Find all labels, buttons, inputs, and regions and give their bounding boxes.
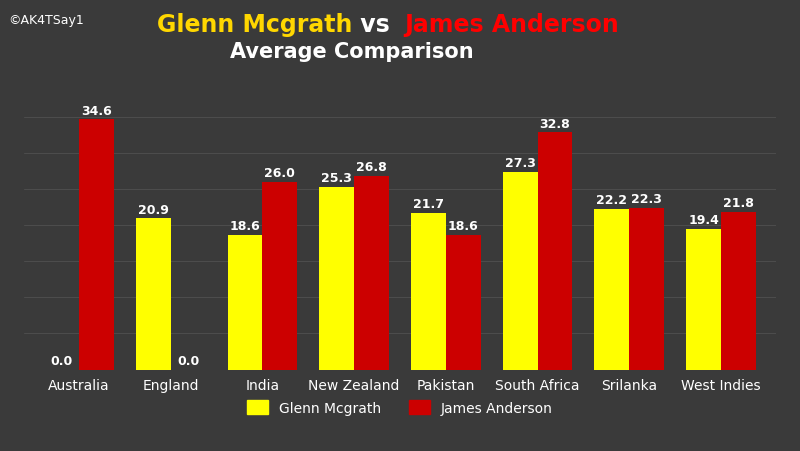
Text: 26.0: 26.0: [265, 166, 295, 179]
Text: 18.6: 18.6: [230, 220, 260, 233]
Text: Glenn Mcgrath: Glenn Mcgrath: [157, 13, 352, 37]
Bar: [630, 209, 664, 370]
Bar: [594, 210, 630, 370]
Text: 21.8: 21.8: [723, 197, 754, 210]
Text: 19.4: 19.4: [688, 214, 719, 227]
Text: Average Comparison: Average Comparison: [230, 42, 474, 62]
Bar: [411, 213, 446, 370]
Bar: [262, 182, 298, 370]
Text: 0.0: 0.0: [177, 354, 199, 367]
Bar: [502, 173, 538, 370]
Text: 27.3: 27.3: [505, 157, 535, 170]
Text: 32.8: 32.8: [540, 117, 570, 130]
Text: 18.6: 18.6: [448, 220, 478, 233]
Text: James Anderson: James Anderson: [404, 13, 618, 37]
Bar: [319, 187, 354, 370]
Bar: [721, 212, 756, 370]
Bar: [79, 120, 114, 370]
Bar: [686, 230, 721, 370]
Bar: [446, 235, 481, 370]
Text: 22.3: 22.3: [631, 193, 662, 206]
Bar: [136, 219, 170, 370]
Text: 20.9: 20.9: [138, 203, 169, 216]
Text: 22.2: 22.2: [596, 194, 627, 207]
Text: 25.3: 25.3: [322, 171, 352, 184]
Text: 26.8: 26.8: [356, 161, 387, 174]
Text: 0.0: 0.0: [50, 354, 73, 367]
Bar: [227, 235, 262, 370]
Text: 21.7: 21.7: [413, 198, 444, 210]
Text: ©AK4TSay1: ©AK4TSay1: [8, 14, 84, 27]
Legend: Glenn Mcgrath, James Anderson: Glenn Mcgrath, James Anderson: [242, 395, 558, 421]
Bar: [354, 176, 389, 370]
Text: vs: vs: [352, 13, 398, 37]
Text: 34.6: 34.6: [81, 104, 112, 117]
Bar: [538, 133, 573, 370]
